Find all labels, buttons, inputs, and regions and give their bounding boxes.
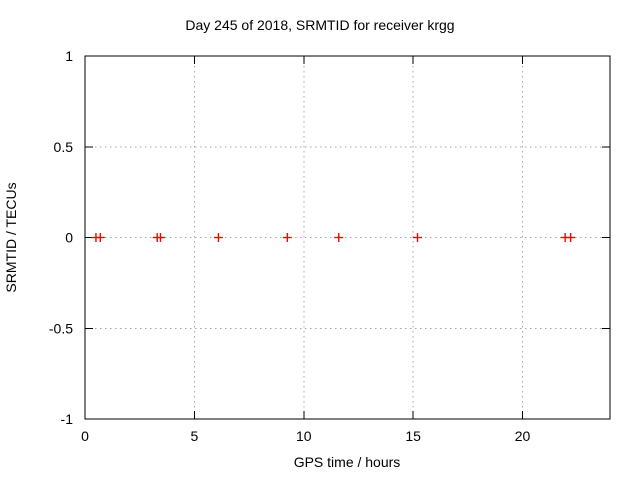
x-tick-label: 5	[190, 428, 198, 444]
y-axis-label: SRMTID / TECUs	[3, 182, 19, 292]
chart-title: Day 245 of 2018, SRMTID for receiver krg…	[185, 17, 454, 33]
x-tick-label: 10	[296, 428, 312, 444]
y-tick-label: 1	[65, 48, 73, 64]
x-tick-label: 15	[405, 428, 421, 444]
y-tick-label: 0.5	[54, 139, 74, 155]
x-axis-label: GPS time / hours	[294, 454, 401, 470]
y-tick-label: -0.5	[49, 320, 73, 336]
y-tick-label: 0	[65, 230, 73, 246]
y-tick-label: -1	[61, 411, 74, 427]
plot-area: 0 5 10 15 20 -1 -0.5 0 0.5 1	[49, 48, 611, 444]
x-tick-label: 0	[81, 428, 89, 444]
x-tick-label: 20	[515, 428, 531, 444]
